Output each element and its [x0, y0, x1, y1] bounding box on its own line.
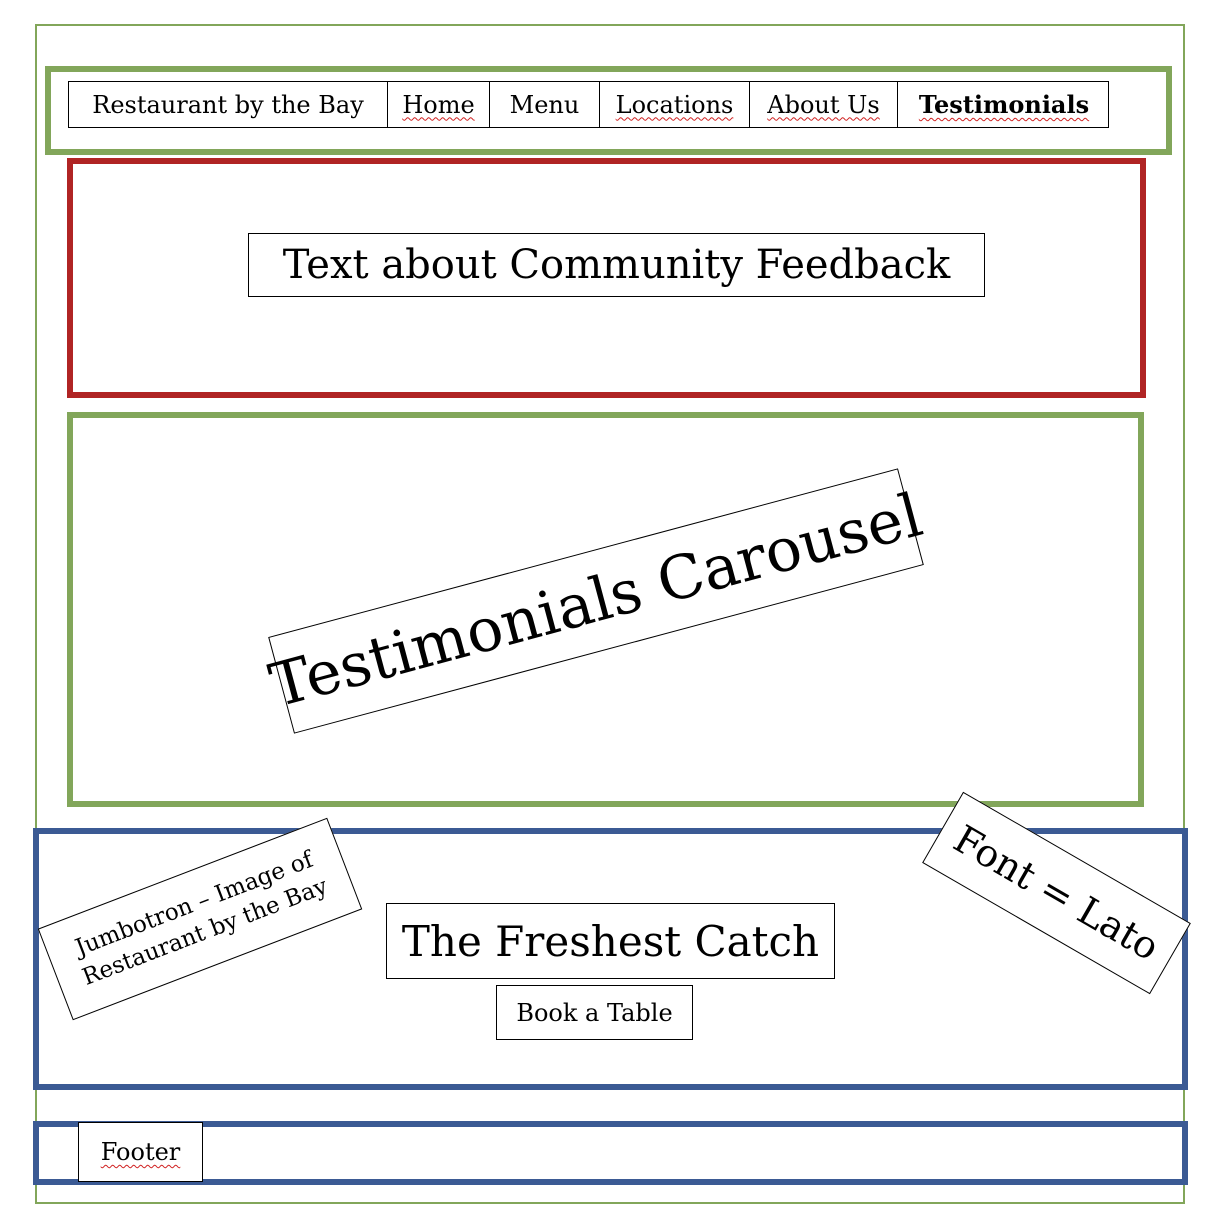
- jumbotron-headline: The Freshest Catch: [401, 916, 820, 966]
- book-table-button[interactable]: Book a Table: [496, 985, 693, 1040]
- footer-label: Footer: [100, 1138, 181, 1166]
- navbar: Restaurant by the Bay Home Menu Location…: [68, 81, 1109, 128]
- nav-item-testimonials-label: Testimonials: [918, 90, 1090, 119]
- nav-brand[interactable]: Restaurant by the Bay: [69, 82, 387, 127]
- nav-item-about-us-label: About Us: [767, 90, 880, 119]
- feedback-section: [67, 158, 1146, 398]
- carousel-section: [67, 412, 1144, 807]
- nav-item-menu[interactable]: Menu: [489, 82, 599, 127]
- nav-brand-label: Restaurant by the Bay: [92, 90, 364, 119]
- jumbotron-headline-box: The Freshest Catch: [386, 903, 835, 979]
- nav-item-home-label: Home: [402, 90, 475, 119]
- nav-item-locations-label: Locations: [615, 90, 734, 119]
- footer-label-box: Footer: [78, 1122, 203, 1182]
- footer-section: [33, 1121, 1188, 1185]
- nav-item-testimonials[interactable]: Testimonials: [897, 82, 1110, 127]
- nav-item-menu-label: Menu: [509, 90, 580, 119]
- page-frame: [35, 24, 1185, 1204]
- nav-item-locations[interactable]: Locations: [599, 82, 749, 127]
- nav-item-about-us[interactable]: About Us: [749, 82, 897, 127]
- feedback-text: Text about Community Feedback: [282, 242, 951, 288]
- book-table-button-label: Book a Table: [516, 998, 673, 1027]
- jumbotron-section: [33, 828, 1188, 1090]
- navbar-section: [45, 66, 1172, 155]
- feedback-text-box: Text about Community Feedback: [248, 233, 985, 297]
- nav-item-home[interactable]: Home: [387, 82, 489, 127]
